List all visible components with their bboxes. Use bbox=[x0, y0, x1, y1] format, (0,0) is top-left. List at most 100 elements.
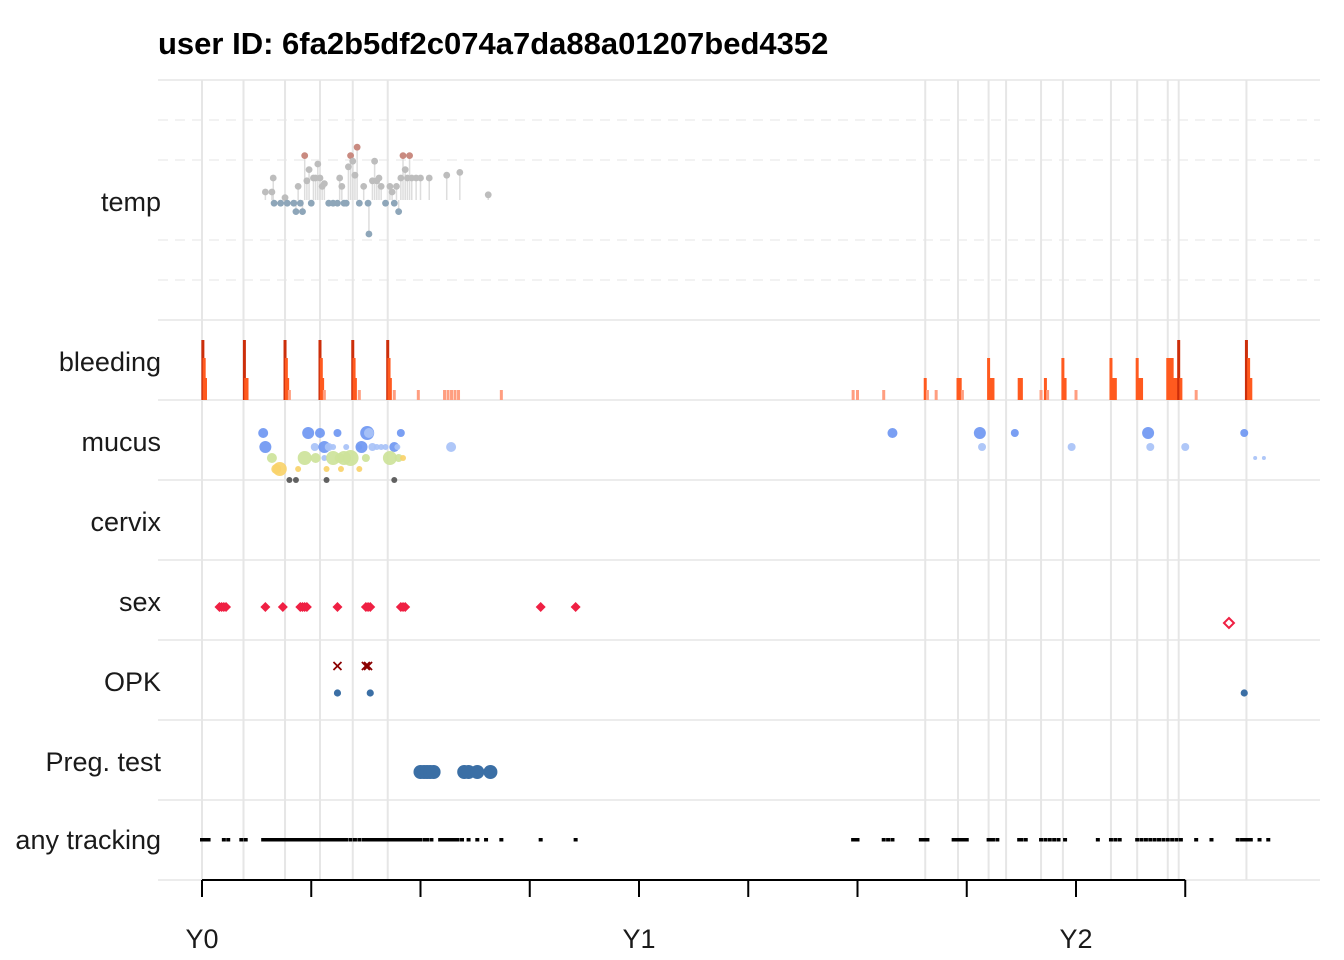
temp-point bbox=[351, 171, 359, 179]
tracking-mark bbox=[379, 838, 384, 842]
tracking-mark bbox=[267, 838, 272, 842]
bleeding-bar bbox=[353, 378, 357, 400]
mucus-point bbox=[321, 455, 328, 461]
mucus-point bbox=[1253, 456, 1258, 460]
temp-point bbox=[292, 208, 300, 216]
tracking-mark bbox=[455, 838, 460, 842]
tracking-mark bbox=[372, 838, 377, 842]
temp-point bbox=[365, 230, 373, 238]
tracking-mark bbox=[1047, 838, 1052, 842]
row-labels: temp bleeding mucus cervix sex OPK Preg. test a… bbox=[15, 187, 161, 855]
bleeding-bar bbox=[851, 390, 855, 400]
temp-point bbox=[353, 143, 361, 151]
temp-point bbox=[294, 183, 302, 190]
temp-point bbox=[388, 188, 396, 196]
bleeding-bar bbox=[989, 378, 993, 400]
row-label-preg-test: Preg. test bbox=[45, 747, 161, 777]
tracking-mark bbox=[304, 838, 309, 842]
bleeding-bar bbox=[1244, 340, 1248, 400]
temp-point bbox=[342, 199, 350, 207]
mucus-point bbox=[292, 477, 299, 483]
opk-x-stroke bbox=[361, 661, 371, 671]
tracking-mark bbox=[243, 838, 248, 842]
tracking-mark bbox=[285, 838, 290, 842]
opk-x-marker bbox=[361, 661, 371, 671]
sex-marker bbox=[332, 602, 343, 612]
tracking-mark bbox=[289, 838, 294, 842]
bleeding-bar bbox=[457, 390, 461, 400]
tracking-mark bbox=[287, 838, 292, 842]
tracking-mark bbox=[1023, 838, 1028, 842]
mucus-point bbox=[382, 451, 397, 465]
mucus-point bbox=[973, 427, 986, 439]
mucus-point bbox=[378, 444, 385, 450]
tracking-mark bbox=[324, 838, 329, 842]
tracking-mark bbox=[348, 838, 353, 842]
mucus-point bbox=[978, 443, 987, 451]
tracking-mark bbox=[453, 838, 458, 842]
tracking-mark bbox=[1143, 838, 1148, 842]
tracking-mark bbox=[383, 838, 388, 842]
mucus-point bbox=[258, 428, 269, 438]
mucus-point bbox=[1010, 429, 1019, 437]
sex-marker bbox=[400, 602, 411, 612]
temp-point bbox=[307, 199, 315, 207]
bleeding-bar bbox=[991, 378, 995, 400]
bleeding-bar bbox=[1113, 378, 1117, 400]
tracking-mark bbox=[1178, 838, 1183, 842]
tracking-mark bbox=[923, 838, 928, 842]
bleeding-bar bbox=[245, 378, 249, 400]
mucus-point bbox=[355, 441, 368, 453]
mucus-point bbox=[266, 453, 277, 463]
tracking-mark bbox=[990, 838, 995, 842]
tracking-mark bbox=[1165, 838, 1170, 842]
tracking-mark bbox=[1108, 838, 1113, 842]
mucus-point bbox=[333, 429, 342, 437]
mucus-point bbox=[446, 442, 457, 452]
tracking-mark bbox=[1052, 838, 1057, 842]
sex-marker bbox=[277, 602, 288, 612]
tracking-mark bbox=[335, 838, 340, 842]
tracking-mark bbox=[1209, 838, 1214, 842]
sex-marker bbox=[221, 602, 232, 612]
tracking-mark bbox=[1043, 838, 1048, 842]
tracking-mark bbox=[1174, 838, 1179, 842]
preg-test-point bbox=[470, 765, 485, 779]
tracking-mark bbox=[1117, 838, 1122, 842]
mucus-point bbox=[1142, 427, 1155, 439]
temp-point bbox=[336, 174, 344, 182]
bleeding-bar bbox=[450, 390, 454, 400]
row-label-cervix: cervix bbox=[90, 507, 161, 537]
row-label-any-tracking: any tracking bbox=[15, 825, 161, 855]
tracking-mark bbox=[444, 838, 449, 842]
tracking-mark bbox=[451, 838, 456, 842]
bleeding-bar bbox=[1249, 378, 1253, 400]
tracking-mark bbox=[538, 838, 543, 842]
tracking-mark bbox=[298, 838, 303, 842]
tracking-mark bbox=[317, 838, 322, 842]
tracking-mark bbox=[886, 838, 891, 842]
bleeding-bar bbox=[1135, 358, 1139, 400]
tracking-mark bbox=[206, 838, 211, 842]
tracking-mark bbox=[409, 838, 414, 842]
tracking-mark bbox=[414, 838, 419, 842]
tracking-mark bbox=[263, 838, 268, 842]
tracking-mark bbox=[401, 838, 406, 842]
tracking-mark bbox=[374, 838, 379, 842]
temp-point bbox=[390, 199, 398, 207]
temp-point bbox=[406, 152, 413, 160]
temp-point bbox=[484, 191, 492, 199]
bleeding-bar bbox=[1063, 378, 1067, 400]
bleeding-bar bbox=[1175, 378, 1179, 400]
tracking-mark bbox=[425, 838, 430, 842]
bleeding-bar bbox=[416, 390, 420, 400]
bleeding-bar bbox=[1166, 358, 1170, 400]
tracking-mark bbox=[1113, 838, 1118, 842]
sex-marker bbox=[260, 602, 271, 612]
tracking-mark bbox=[449, 838, 454, 842]
temp-point bbox=[360, 183, 368, 190]
tracking-mark bbox=[1194, 838, 1199, 842]
bleeding-bar bbox=[1019, 378, 1023, 400]
mucus-point bbox=[368, 443, 377, 451]
